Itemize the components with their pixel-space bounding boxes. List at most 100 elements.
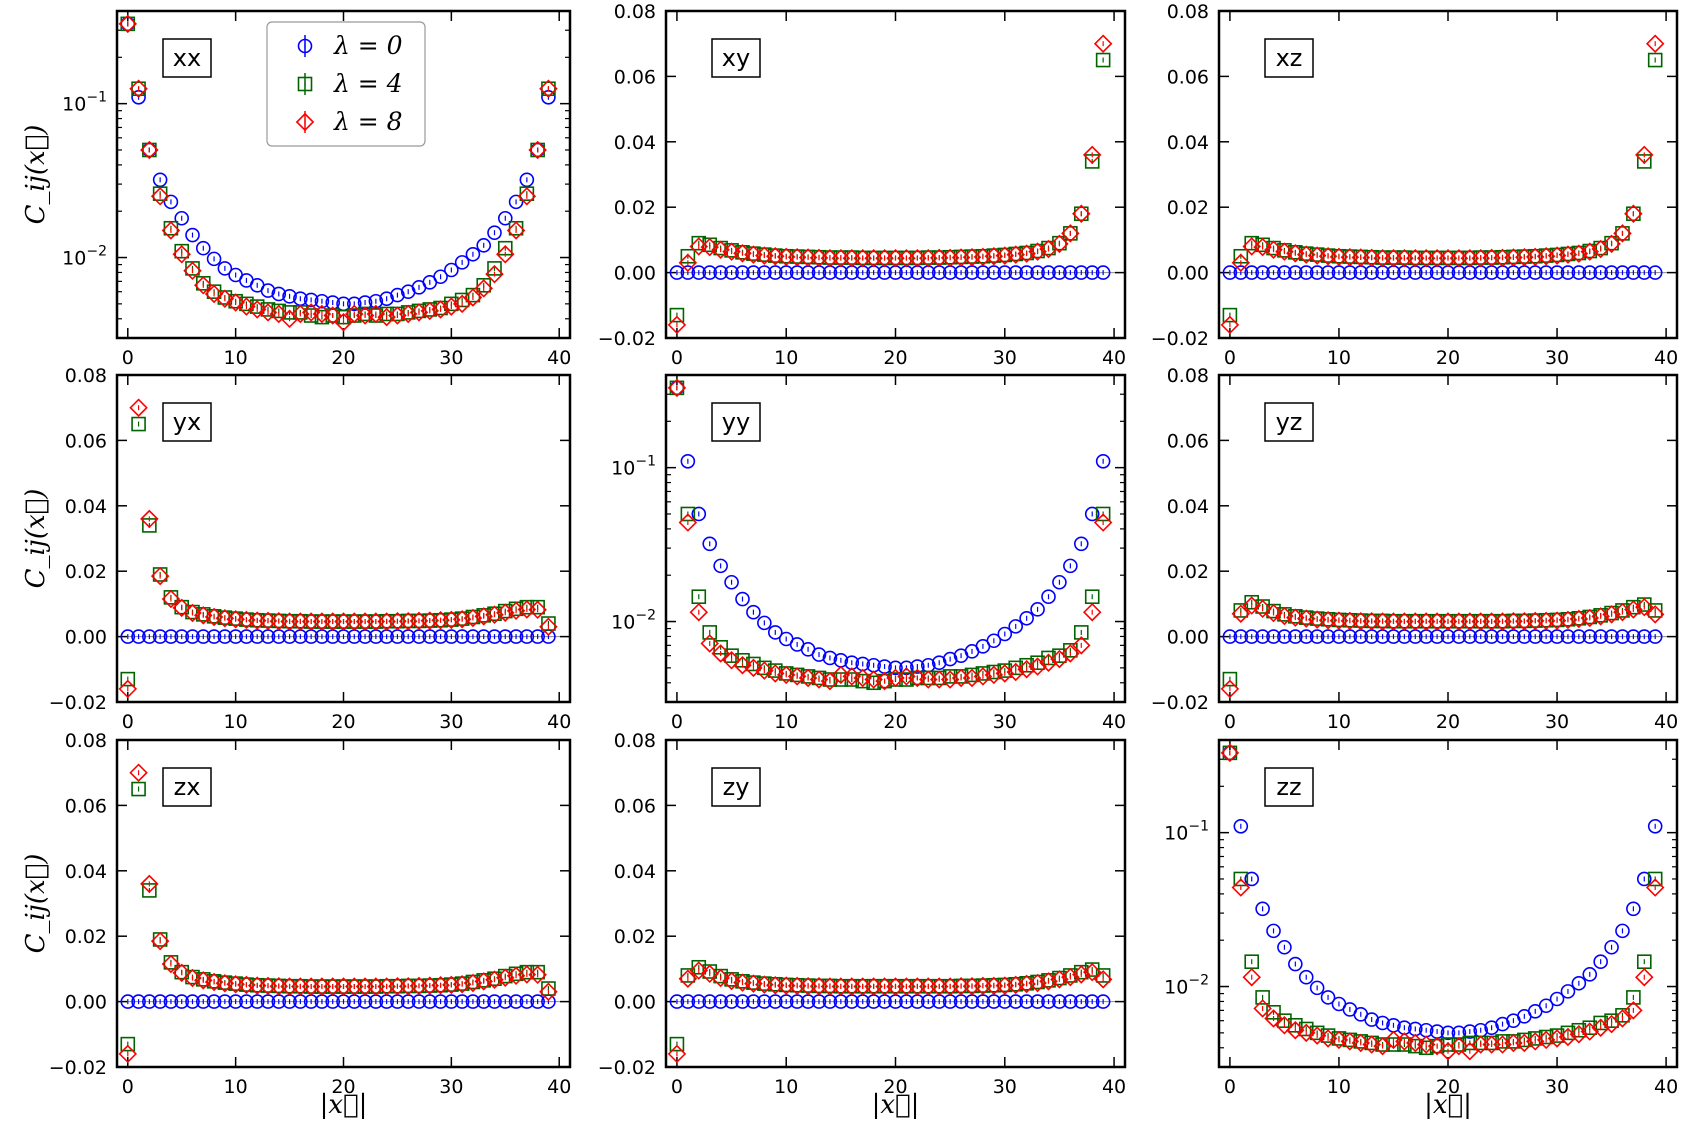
data-point — [422, 629, 438, 644]
x-tick-label: 40 — [1102, 1076, 1126, 1098]
data-point — [1231, 604, 1251, 623]
data-point — [1244, 594, 1260, 610]
legend-label: λ = 0 — [333, 31, 403, 60]
data-point — [379, 613, 394, 629]
panel-yy: 0 10 20 30 40 10−2 10−1 yy — [611, 373, 1127, 733]
data-point — [1072, 636, 1091, 655]
data-point — [1462, 613, 1478, 629]
x-tick-label: 0 — [122, 1076, 134, 1098]
data-point — [303, 308, 319, 323]
panel-xy: 0 10 20 30 40 −0.02 0.00 0.02 0.04 0.06 0.08 xy — [598, 1, 1127, 369]
data-point — [1569, 244, 1589, 263]
data-point — [1298, 265, 1314, 280]
x-tick-label: 20 — [883, 1076, 907, 1098]
data-point — [422, 978, 438, 993]
x-tick-label: 10 — [224, 347, 248, 369]
data-point — [910, 659, 925, 674]
data-point — [271, 613, 287, 629]
data-point — [345, 304, 364, 324]
data-point — [528, 140, 547, 160]
data-point — [940, 670, 960, 689]
x-tick-label: 0 — [122, 347, 134, 369]
data-point — [691, 994, 707, 1009]
data-point — [1307, 1026, 1327, 1045]
data-point — [120, 671, 136, 687]
x-tick-label: 0 — [671, 1076, 683, 1098]
y-tick-label: −0.02 — [49, 1057, 107, 1079]
data-point — [1233, 603, 1249, 618]
data-point — [1364, 1012, 1379, 1027]
data-point — [454, 994, 470, 1009]
data-point — [1624, 1001, 1643, 1020]
data-point — [312, 304, 332, 324]
data-point — [964, 978, 980, 994]
data-point — [766, 664, 785, 683]
y-tick-label: −0.02 — [1151, 692, 1209, 714]
data-point — [1008, 265, 1024, 280]
data-point — [1407, 613, 1423, 629]
data-point — [452, 975, 472, 994]
data-point — [1635, 597, 1654, 617]
data-point — [206, 251, 222, 267]
panel-tag: xx — [173, 44, 201, 72]
data-point — [942, 978, 958, 994]
data-point — [931, 250, 947, 265]
series-2 — [118, 14, 558, 332]
data-point — [1320, 629, 1336, 644]
y-tick-label: 0.06 — [614, 66, 656, 88]
data-point — [539, 617, 558, 637]
data-point — [1006, 662, 1025, 682]
y-tick-label: 10−2 — [1164, 973, 1209, 999]
data-point — [1635, 145, 1654, 165]
series-2 — [1220, 34, 1665, 335]
data-point — [1244, 265, 1260, 280]
data-point — [1462, 250, 1478, 266]
data-point — [1288, 265, 1303, 280]
data-point — [680, 453, 696, 469]
data-point — [995, 664, 1015, 683]
data-point — [152, 994, 168, 1009]
data-point — [444, 262, 459, 278]
panel-zz: 0 10 20 30 40 10−2 10−1 zz — [1164, 738, 1679, 1098]
data-point — [1645, 34, 1665, 53]
data-point — [776, 665, 796, 685]
data-point — [1591, 1018, 1610, 1037]
data-point — [1320, 990, 1336, 1005]
data-point — [1052, 265, 1067, 280]
panel-tag: xz — [1276, 44, 1303, 72]
plot-frame — [664, 738, 1127, 1069]
data-point — [118, 14, 138, 34]
data-point — [1093, 513, 1113, 532]
data-point — [1407, 250, 1423, 266]
data-point — [293, 613, 308, 629]
legend-label: λ = 8 — [333, 107, 403, 136]
data-point — [767, 625, 783, 640]
y-tick-label: −0.02 — [598, 328, 656, 350]
data-point — [1253, 237, 1272, 257]
data-point — [411, 978, 427, 994]
panel-tag-box — [1264, 767, 1314, 807]
data-point — [1615, 226, 1630, 241]
data-point — [420, 301, 440, 321]
data-point — [226, 293, 245, 312]
data-point — [724, 265, 739, 280]
x-tick-label: 20 — [331, 1076, 355, 1098]
data-point — [910, 978, 925, 994]
data-point — [1645, 605, 1665, 624]
data-point — [497, 629, 513, 644]
data-point — [722, 971, 741, 991]
data-point — [444, 994, 459, 1009]
data-point — [1318, 1029, 1338, 1048]
data-point — [1515, 1033, 1534, 1053]
data-point — [1220, 315, 1240, 335]
x-axis-label: |x⃗| — [872, 1090, 920, 1120]
data-point — [172, 245, 191, 264]
legend: λ = 0 λ = 4 λ = 8 — [266, 21, 426, 147]
y-tick-label: 10−1 — [1164, 819, 1209, 845]
panel-tag: zx — [174, 773, 201, 801]
data-point — [1255, 990, 1270, 1005]
data-point — [140, 140, 159, 160]
data-point — [120, 629, 136, 644]
x-tick-label: 10 — [774, 1076, 798, 1098]
panel-tag: zz — [1276, 773, 1301, 801]
